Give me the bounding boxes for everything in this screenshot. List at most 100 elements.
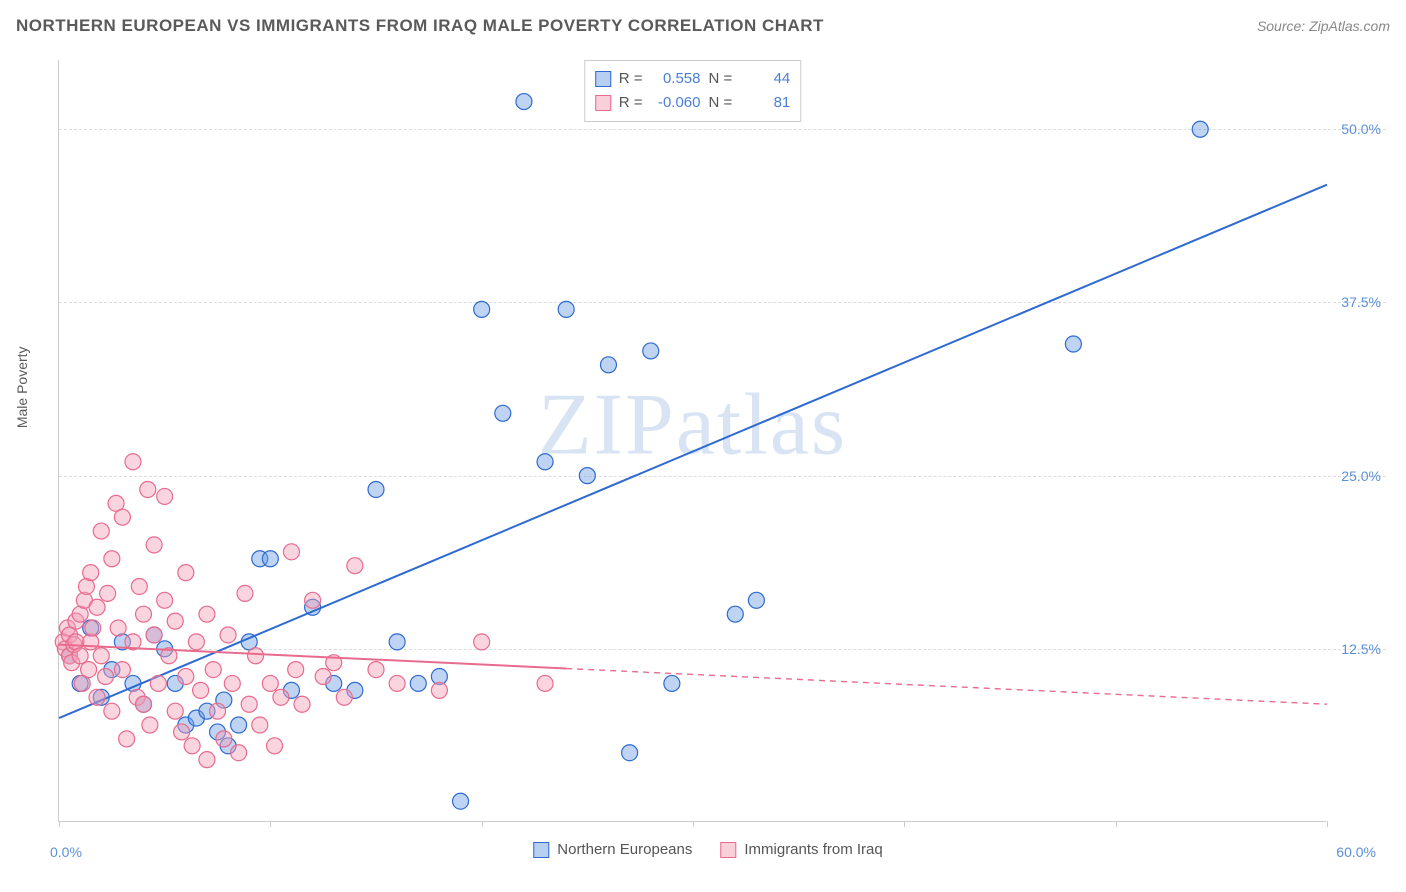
data-point [136,696,152,712]
r-value-2: -0.060 [651,91,701,115]
chart-container: Male Poverty ZIPatlas R = 0.558 N = 44 R… [30,50,1386,872]
data-point [89,689,105,705]
data-point [368,481,384,497]
data-point [347,558,363,574]
header: NORTHERN EUROPEAN VS IMMIGRANTS FROM IRA… [16,16,1390,36]
data-point [110,620,126,636]
data-point [252,717,268,733]
n-value-2: 81 [740,91,790,115]
n-label-1: N = [709,67,733,91]
data-point [336,689,352,705]
data-point [643,343,659,359]
x-tick [59,821,60,827]
data-point [727,606,743,622]
legend-row-series-2: R = -0.060 N = 81 [595,91,791,115]
data-point [283,544,299,560]
data-point [146,627,162,643]
data-point [231,717,247,733]
data-point [748,592,764,608]
data-point [453,793,469,809]
y-tick-label: 25.0% [1341,468,1381,484]
x-tick [1116,821,1117,827]
data-point [231,745,247,761]
legend-label-1: Northern Europeans [557,841,692,858]
data-point [216,731,232,747]
legend-bottom: Northern Europeans Immigrants from Iraq [533,841,882,858]
data-point [119,731,135,747]
r-label-2: R = [619,91,643,115]
x-tick [904,821,905,827]
x-tick [270,821,271,827]
data-point [114,509,130,525]
data-point [389,634,405,650]
data-point [93,648,109,664]
data-point [184,738,200,754]
data-point [146,537,162,553]
data-point [558,301,574,317]
data-point [315,669,331,685]
data-point [178,565,194,581]
data-point [167,703,183,719]
data-point [237,585,253,601]
data-point [474,634,490,650]
data-point [1192,121,1208,137]
data-point [288,662,304,678]
data-point [188,634,204,650]
legend-item-1: Northern Europeans [533,841,692,858]
data-point [224,675,240,691]
data-point [174,724,190,740]
legend-label-2: Immigrants from Iraq [744,841,882,858]
data-point [262,675,278,691]
data-point [131,578,147,594]
data-point [81,662,97,678]
data-point [199,752,215,768]
data-point [305,592,321,608]
data-point [241,696,257,712]
legend-swatch-2 [720,842,736,858]
data-point [114,662,130,678]
data-point [104,551,120,567]
legend-row-series-1: R = 0.558 N = 44 [595,67,791,91]
data-point [537,675,553,691]
legend-swatch-1 [533,842,549,858]
data-point [199,606,215,622]
data-point [157,592,173,608]
r-label-1: R = [619,67,643,91]
x-max-label: 60.0% [1336,844,1376,860]
swatch-series-2 [595,95,611,111]
trend-line-solid [59,185,1327,718]
legend-correlation-box: R = 0.558 N = 44 R = -0.060 N = 81 [584,60,802,122]
data-point [150,675,166,691]
data-point [136,606,152,622]
data-point [72,648,88,664]
data-point [220,627,236,643]
y-tick-label: 50.0% [1341,121,1381,137]
data-point [267,738,283,754]
data-point [273,689,289,705]
data-point [167,613,183,629]
trend-line-solid [59,645,566,669]
y-tick-label: 37.5% [1341,294,1381,310]
data-point [1065,336,1081,352]
data-point [100,585,116,601]
x-origin-label: 0.0% [50,844,82,860]
trend-line-dashed [566,668,1327,704]
data-point [104,703,120,719]
data-point [474,301,490,317]
data-point [262,551,278,567]
data-point [193,682,209,698]
data-point [83,565,99,581]
y-axis-label: Male Poverty [14,346,30,428]
plot-area: ZIPatlas R = 0.558 N = 44 R = -0.060 N =… [58,60,1326,822]
data-point [389,675,405,691]
data-point [157,488,173,504]
data-point [294,696,310,712]
data-point [410,675,426,691]
data-point [516,94,532,110]
data-point [431,682,447,698]
data-point [142,717,158,733]
n-label-2: N = [709,91,733,115]
data-point [537,454,553,470]
data-point [248,648,264,664]
n-value-1: 44 [740,67,790,91]
